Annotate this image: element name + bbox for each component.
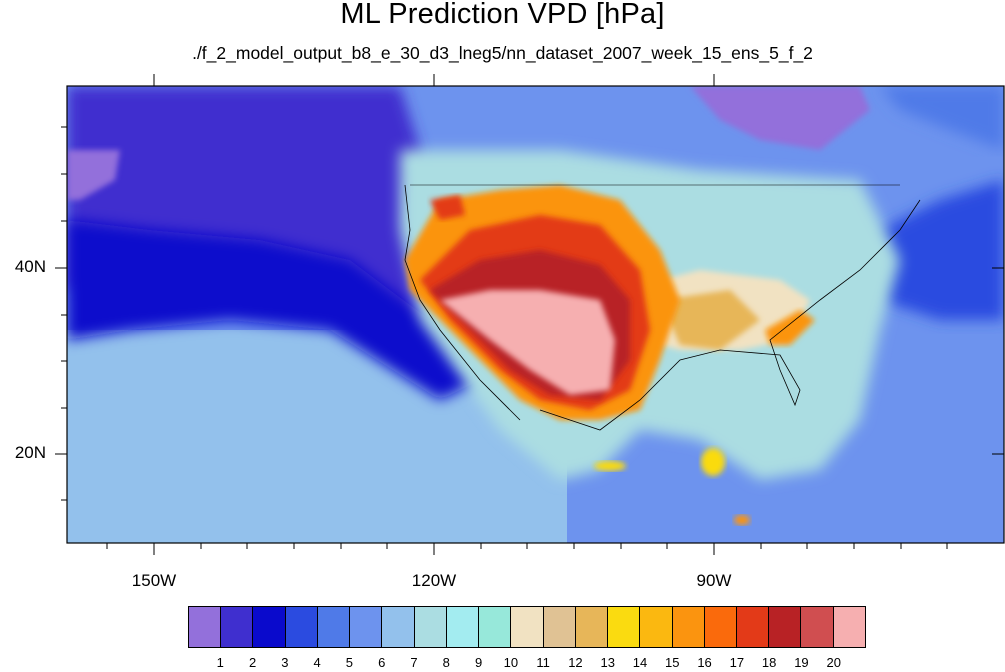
colorbar: [188, 606, 866, 648]
colorbar-label: 10: [503, 655, 519, 670]
southeast-orange: [765, 310, 815, 345]
colorbar-cell: [608, 607, 641, 647]
colorbar-cell: [511, 607, 544, 647]
colorbar-label: 3: [281, 655, 289, 670]
colorbar-cell: [801, 607, 834, 647]
colorbar-label: 4: [313, 655, 321, 670]
lat-ticks: [55, 126, 1004, 501]
vpd-field: [67, 86, 1004, 543]
colorbar-cell: [221, 607, 254, 647]
colorbar-cell: [769, 607, 802, 647]
colorbar-cell: [640, 607, 673, 647]
colorbar-label: 7: [410, 655, 418, 670]
colorbar-cell: [704, 607, 737, 647]
east-gold: [660, 290, 760, 350]
colorbar-cell: [414, 607, 447, 647]
colorbar-label: 16: [697, 655, 712, 670]
colorbar-label: 17: [729, 655, 745, 670]
colorbar-label: 12: [568, 655, 583, 670]
canada-purple: [690, 86, 870, 150]
colorbar-cell: [479, 607, 512, 647]
colorbar-cell: [350, 607, 383, 647]
colorbar-cell: [833, 607, 865, 647]
colorbar-label: 15: [665, 655, 680, 670]
pacific-darkest: [67, 220, 480, 400]
west-coastline: [404, 184, 521, 421]
lat-label-40n: 40N: [14, 257, 46, 276]
mexico-orange: [734, 515, 750, 525]
colorbar-label: 14: [632, 655, 648, 670]
canada-blue: [880, 86, 1004, 150]
lat-label-20n: 20N: [14, 443, 46, 462]
colorbar-cell: [736, 607, 770, 647]
mexico-yellow-2: [594, 461, 626, 471]
map-subtitle: ./f_2_model_output_b8_e_30_d3_lneg5/nn_d…: [192, 43, 813, 63]
colorbar-label: 19: [794, 655, 809, 670]
colorbar-label: 20: [826, 655, 841, 670]
lon-ticks: [106, 74, 948, 555]
colorbar-cell: [285, 607, 318, 647]
colorbar-label: 2: [248, 655, 257, 670]
colorbar-cell: [446, 607, 480, 647]
colorbar-cell: [382, 607, 415, 647]
colorbar-cell: [317, 607, 351, 647]
colorbar-cell: [672, 607, 705, 647]
atlantic-dark: [860, 180, 1004, 320]
oregon-red: [430, 195, 465, 220]
colorbar-label: 18: [761, 655, 777, 670]
colorbar-label: 13: [600, 655, 615, 670]
colorbar-cell: [543, 607, 576, 647]
colorbar-cell: [189, 607, 222, 647]
colorbar-label: 9: [474, 655, 483, 670]
lon-label-120w: 120W: [411, 571, 457, 590]
mexico-yellow: [701, 448, 725, 476]
colorbar-label: 11: [536, 655, 550, 670]
colorbar-label: 8: [442, 655, 450, 670]
colorbar-label: 1: [216, 655, 224, 670]
colorbar-label: 6: [378, 655, 386, 670]
lon-label-90w: 90W: [696, 571, 732, 590]
west-pink: [440, 290, 615, 395]
colorbar-cell: [575, 607, 609, 647]
map-title: ML Prediction VPD [hPa]: [340, 0, 665, 30]
lon-label-150w: 150W: [131, 571, 177, 590]
pacific-purple: [67, 150, 120, 200]
colorbar-cell: [253, 607, 286, 647]
colorbar-label: 5: [345, 655, 354, 670]
east-coastline: [539, 199, 921, 431]
